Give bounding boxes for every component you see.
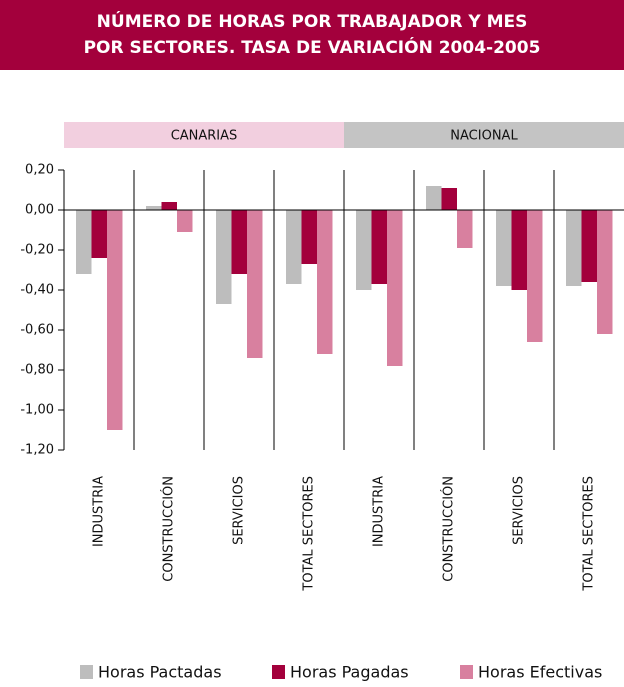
bar <box>146 206 162 210</box>
bar <box>597 210 613 334</box>
bar <box>581 210 597 282</box>
x-tick-label: INDUSTRIA <box>372 476 387 547</box>
x-tick-label: TOTAL SECTORES <box>302 476 317 592</box>
group-band <box>344 122 624 148</box>
x-tick-label: SERVICIOS <box>512 476 527 545</box>
bar <box>387 210 403 366</box>
y-tick-label: -1,00 <box>20 403 54 418</box>
group-label: CANARIAS <box>171 129 238 144</box>
bar <box>457 210 473 248</box>
y-tick-label: -0,60 <box>20 323 54 338</box>
bar <box>161 202 177 210</box>
legend-swatch <box>272 665 285 679</box>
bar <box>566 210 582 286</box>
legend-label: Horas Efectivas <box>478 663 602 682</box>
bar <box>76 210 92 274</box>
bar <box>317 210 333 354</box>
y-tick-label: 0,20 <box>25 163 54 178</box>
y-tick-label: -0,20 <box>20 243 54 258</box>
bar <box>301 210 317 264</box>
bar <box>177 210 193 232</box>
legend-swatch <box>460 665 473 679</box>
bar <box>216 210 232 304</box>
bar <box>511 210 527 290</box>
legend-label: Horas Pagadas <box>290 663 409 682</box>
title-banner <box>0 0 624 70</box>
y-tick-label: -0,40 <box>20 283 54 298</box>
x-tick-label: CONSTRUCCIÓN <box>161 476 177 582</box>
bar <box>231 210 247 274</box>
bar <box>91 210 107 258</box>
bar <box>356 210 372 290</box>
group-label: NACIONAL <box>450 129 518 144</box>
y-tick-label: 0,00 <box>25 203 54 218</box>
x-tick-label: INDUSTRIA <box>92 476 107 547</box>
bar <box>426 186 442 210</box>
y-tick-label: -1,20 <box>20 443 54 458</box>
bar <box>527 210 543 342</box>
bar <box>496 210 512 286</box>
bar <box>441 188 457 210</box>
bar <box>107 210 123 430</box>
bar <box>286 210 302 284</box>
bar <box>371 210 387 284</box>
x-tick-label: TOTAL SECTORES <box>582 476 597 592</box>
legend-swatch <box>80 665 93 679</box>
x-tick-label: SERVICIOS <box>232 476 247 545</box>
x-tick-label: CONSTRUCCIÓN <box>441 476 457 582</box>
chart-title: POR SECTORES. TASA DE VARIACIÓN 2004-200… <box>84 36 541 58</box>
group-band <box>64 122 344 148</box>
bar <box>247 210 263 358</box>
y-tick-label: -0,80 <box>20 363 54 378</box>
legend-label: Horas Pactadas <box>98 663 222 682</box>
chart-title: NÚMERO DE HORAS POR TRABAJADOR Y MES <box>97 10 528 32</box>
